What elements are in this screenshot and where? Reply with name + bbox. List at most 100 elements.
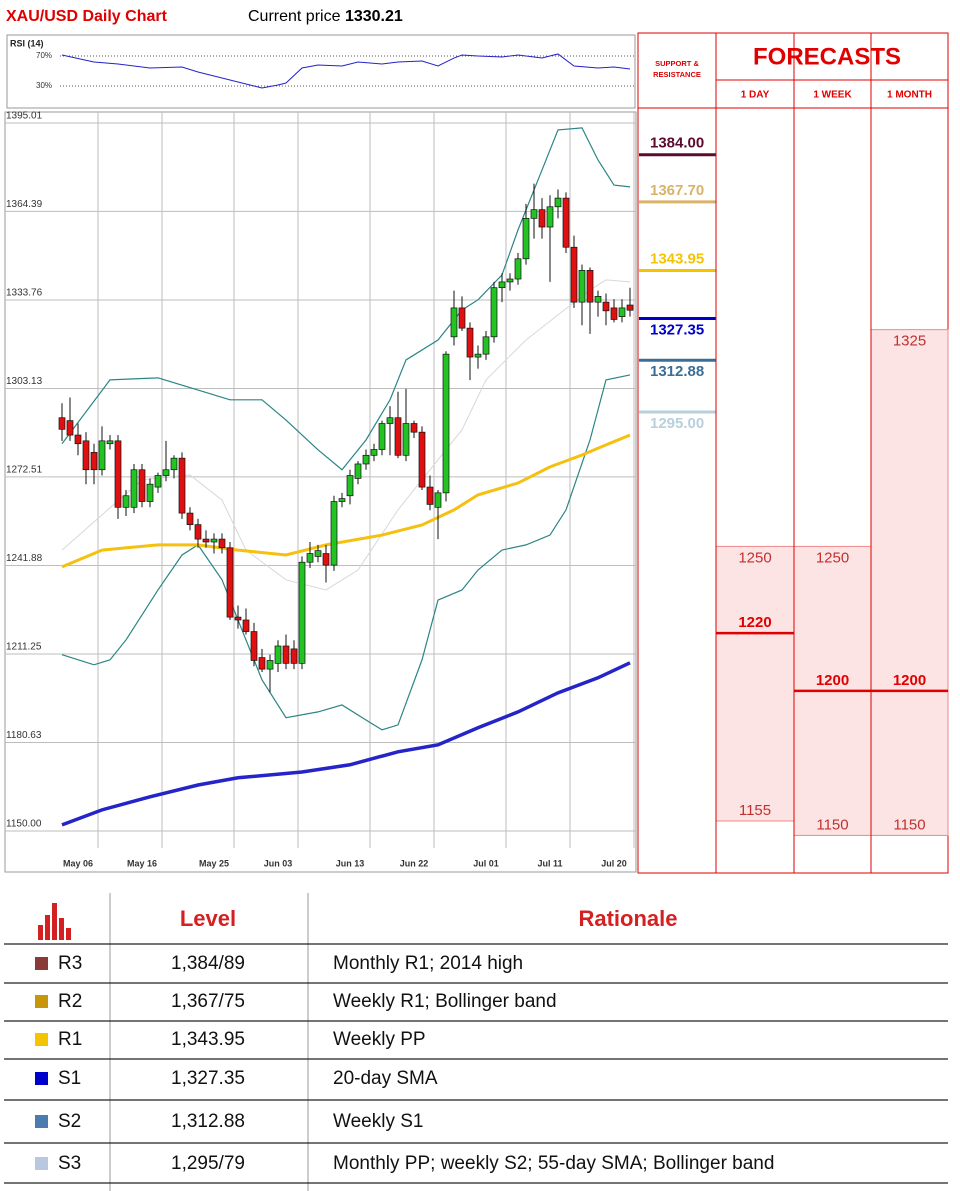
- current-price-value: 1330.21: [345, 8, 403, 25]
- swatch: [35, 1115, 48, 1128]
- rsi-line: [61, 53, 631, 89]
- levels-table: Level Rationale R3 1,384/89 Monthly R1; 2014…: [4, 893, 948, 1191]
- icon-bar: [38, 925, 43, 940]
- y-tick-label: 1180.63: [6, 730, 42, 741]
- level-label: 1312.88: [650, 363, 704, 380]
- candle-body: [618, 307, 626, 317]
- candle-body: [418, 431, 426, 488]
- forecast-mid-label: 1200: [893, 672, 926, 689]
- x-tick-label: May 06: [63, 858, 93, 868]
- x-tick-label: Jul 11: [537, 858, 562, 868]
- candle-body: [146, 483, 154, 502]
- row-level: 1,295/79: [171, 1153, 245, 1174]
- forecast-title: FORECASTS: [753, 43, 901, 70]
- level-label: 1295.00: [650, 415, 704, 432]
- candle-body: [114, 440, 122, 508]
- candle-body: [210, 538, 218, 543]
- candle-body: [178, 457, 186, 514]
- candle-body: [138, 469, 146, 502]
- forecast-panel: SUPPORT & RESISTANCE 1384.00 1367.70 1343.95…: [637, 32, 949, 874]
- icon-bar: [66, 928, 71, 940]
- column-header: SUPPORT &: [655, 59, 699, 68]
- level-label: 1367.70: [650, 182, 704, 199]
- table-header: Level: [180, 906, 236, 931]
- forecast-mid-label: 1200: [816, 672, 849, 689]
- price-panel: [4, 111, 637, 873]
- forecast-mid-label: 1220: [738, 614, 771, 631]
- candle-body: [106, 440, 114, 445]
- column-header: 1 DAY: [741, 90, 770, 101]
- y-tick-label: 1272.51: [6, 465, 43, 476]
- candle-body: [450, 307, 458, 338]
- y-tick-label: 1333.76: [6, 288, 43, 299]
- candle-body: [282, 645, 290, 664]
- candle-body: [458, 307, 466, 329]
- candle-body: [594, 296, 602, 303]
- y-tick-label: 1211.25: [6, 642, 42, 653]
- row-name: S3: [58, 1153, 81, 1174]
- row-rationale: Monthly PP; weekly S2; 55-day SMA; Bolli…: [333, 1153, 774, 1174]
- row-rationale: Weekly PP: [333, 1029, 426, 1050]
- candle-body: [370, 449, 378, 456]
- x-tick-label: Jun 13: [336, 858, 365, 868]
- candle-body: [298, 561, 306, 664]
- y-tick-label: 1395.01: [6, 111, 43, 122]
- candle-body: [394, 417, 402, 456]
- candle-body: [626, 304, 634, 311]
- candle-body: [602, 301, 610, 312]
- x-tick-label: Jul 01: [473, 858, 499, 868]
- candle-body: [82, 440, 90, 471]
- candle-body: [90, 452, 98, 471]
- forecast-range: [870, 329, 949, 836]
- candle-body: [490, 287, 498, 338]
- icon-bar: [59, 918, 64, 940]
- candle-body: [546, 206, 554, 228]
- icon-bar: [45, 915, 50, 940]
- candle-body: [258, 657, 266, 670]
- y-tick-label: 30%: [36, 81, 52, 90]
- swatch: [35, 1072, 48, 1085]
- x-tick-label: May 16: [127, 858, 157, 868]
- candle-body: [306, 553, 314, 563]
- row-level: 1,384/89: [171, 953, 245, 974]
- forecast-low: 1150: [816, 816, 848, 833]
- candle-body: [290, 648, 298, 664]
- candle-body: [482, 336, 490, 355]
- candle-body: [554, 197, 562, 208]
- level-label: 1343.95: [650, 250, 704, 267]
- candle-body: [538, 209, 546, 228]
- current-price-label: Current price: [248, 8, 341, 25]
- rsi-title: RSI (14): [10, 38, 44, 48]
- candle-body: [154, 475, 162, 488]
- row-level: 1,343.95: [171, 1029, 245, 1050]
- y-tick-label: 1241.88: [6, 553, 43, 564]
- candle-body: [218, 538, 226, 549]
- column-header: 1 WEEK: [813, 90, 852, 101]
- title: XAU/USD Daily Chart: [6, 8, 168, 25]
- forecast-range: [715, 545, 795, 822]
- candle-body: [498, 281, 506, 289]
- candle-body: [66, 420, 74, 436]
- row-name: R1: [58, 1029, 82, 1050]
- forecast-high: 1325: [893, 333, 926, 350]
- candle-body: [530, 209, 538, 219]
- x-tick-label: Jul 20: [601, 858, 627, 868]
- candle-body: [386, 417, 394, 424]
- forecast-low: 1150: [893, 816, 925, 833]
- row-rationale: Weekly S1: [333, 1111, 423, 1132]
- row-name: S1: [58, 1068, 81, 1089]
- y-tick-label: 1303.13: [6, 376, 43, 387]
- candle-body: [514, 258, 522, 280]
- row-level: 1,367/75: [171, 991, 245, 1012]
- x-tick-label: Jun 22: [400, 858, 429, 868]
- current-price: Current price 1330.21: [248, 8, 403, 25]
- table-header: Rationale: [578, 906, 677, 931]
- rsi-panel: [6, 34, 636, 109]
- candle-body: [274, 645, 282, 664]
- candle-body: [570, 246, 578, 303]
- candle-body: [322, 553, 330, 566]
- row-name: S2: [58, 1111, 81, 1132]
- rsi-plot: [60, 53, 635, 89]
- candle-body: [474, 353, 482, 358]
